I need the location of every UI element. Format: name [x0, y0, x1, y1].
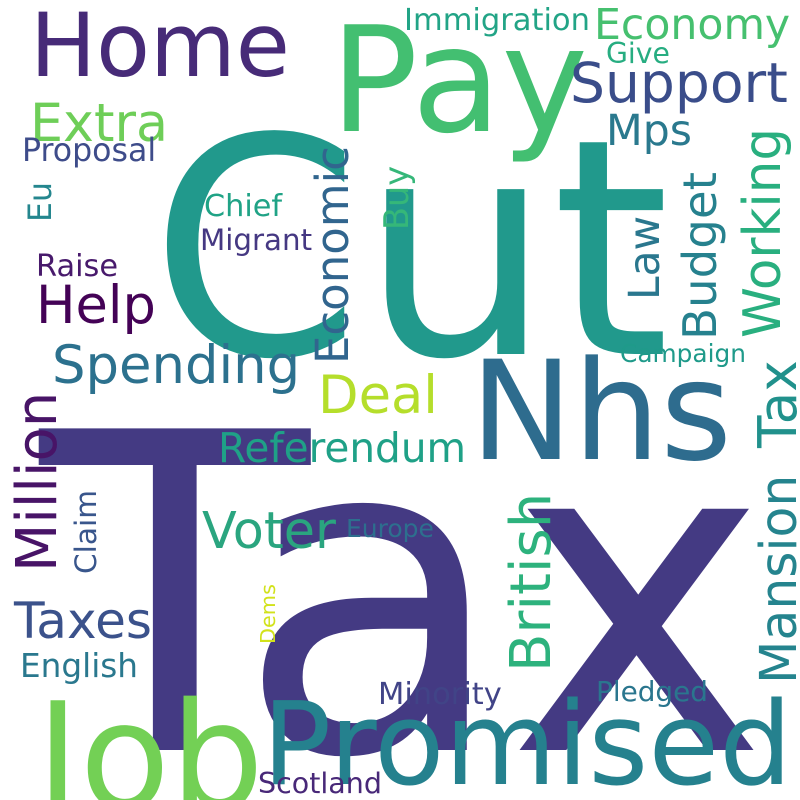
word-give: Give: [606, 37, 670, 70]
word-nhs: Nhs: [470, 332, 732, 492]
word-promised: Promised: [262, 678, 793, 800]
word-taxes: Taxes: [14, 591, 153, 650]
word-voter: Voter: [202, 501, 336, 560]
word-minority: Minority: [378, 677, 502, 712]
word-law: Law: [620, 215, 669, 300]
word-eu: Eu: [23, 182, 59, 222]
word-help: Help: [36, 275, 156, 336]
word-tax-small: Tax: [747, 360, 800, 448]
word-deal: Deal: [318, 365, 438, 426]
word-cut: Cut: [150, 75, 670, 426]
word-immigration: Immigration: [404, 3, 590, 38]
word-campaign: Campaign: [620, 339, 746, 368]
word-tax-large: Tax: [40, 341, 768, 800]
word-scotland: Scotland: [258, 767, 382, 800]
word-job: Job: [36, 671, 264, 800]
word-budget: Budget: [674, 172, 728, 340]
word-home: Home: [30, 0, 290, 97]
word-mps: Mps: [606, 106, 692, 156]
word-support: Support: [570, 51, 788, 115]
word-working: Working: [733, 127, 793, 338]
word-chief: Chief: [204, 189, 283, 224]
word-economic: Economic: [306, 146, 359, 364]
word-british: British: [499, 492, 564, 672]
word-buy: Buy: [377, 165, 416, 230]
word-million: Million: [5, 391, 70, 572]
word-referendum: Referendum: [218, 424, 467, 472]
word-spending: Spending: [52, 335, 301, 396]
word-claim: Claim: [69, 489, 103, 574]
word-pledged: Pledged: [596, 675, 708, 708]
word-economy: Economy: [594, 0, 791, 50]
word-english: English: [20, 647, 139, 685]
word-mansion: Mansion: [749, 474, 800, 684]
word-europe: Europe: [346, 514, 434, 543]
word-dems: Dems: [256, 584, 280, 644]
word-migrant: Migrant: [200, 223, 313, 257]
word-proposal: Proposal: [22, 133, 157, 169]
word-pay: Pay: [330, 0, 589, 166]
word-extra: Extra: [30, 93, 169, 154]
word-raise: Raise: [36, 249, 119, 284]
